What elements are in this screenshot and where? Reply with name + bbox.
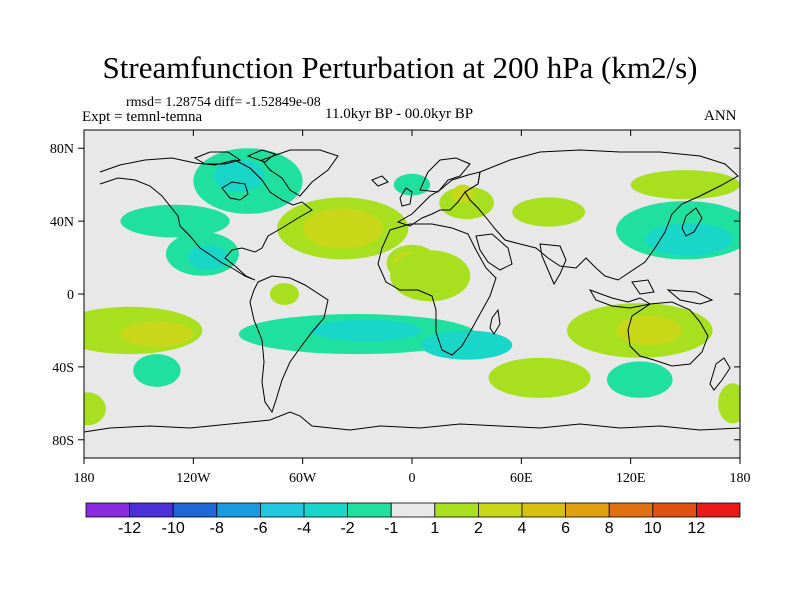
coastlines (84, 149, 740, 433)
colorbar-swatch (696, 502, 741, 518)
period-label: 11.0kyr BP - 00.0kyr BP (325, 106, 474, 122)
colorbar-swatch (259, 502, 305, 518)
colorbar-swatch (390, 502, 436, 518)
coast-madagascar (489, 308, 501, 335)
field-region (616, 315, 682, 346)
stats-label: rmsd= 1.28754 diff= -1.52849e-08 (126, 95, 321, 110)
coast-antarctica (84, 411, 740, 433)
field-region (421, 330, 513, 360)
axes: 180 120W 60W 0 60E 120E 180 80N 40N 0 40S 80S (50, 130, 751, 486)
colorbar-label: -4 (297, 520, 311, 537)
coast-australia (627, 301, 709, 367)
map-area (83, 129, 741, 459)
y-tick-label: 80S (52, 434, 74, 449)
colorbar-swatch (434, 502, 479, 518)
field-region (512, 197, 586, 227)
field-region (390, 250, 471, 302)
field-region (630, 170, 740, 200)
coast-scandinavia (419, 157, 471, 193)
experiment-label: Expt = temnl-temna (82, 109, 203, 125)
coast-hudson-bay (221, 181, 249, 201)
colorbar-swatch (652, 502, 697, 518)
colorbar-swatch (172, 502, 218, 518)
field-layer (84, 148, 740, 426)
colorbar-swatch (608, 502, 654, 518)
colorbar-label: 8 (605, 520, 614, 537)
colorbar-label: 4 (518, 520, 527, 537)
x-tick-label: 120W (176, 471, 211, 486)
colorbar-label: -10 (162, 520, 185, 537)
field-region (187, 244, 228, 271)
colorbar-swatch (216, 502, 261, 518)
colorbar-label: 2 (474, 520, 483, 537)
coast-africa (377, 223, 497, 356)
field-region (488, 357, 591, 398)
x-tick-label: 60W (289, 471, 317, 486)
colorbar-swatch (85, 502, 130, 518)
y-tick-label: 0 (67, 288, 74, 303)
coast-greenland (261, 149, 339, 197)
field-region (133, 354, 181, 387)
y-tick-label: 80N (50, 142, 74, 157)
colorbar-label: 6 (561, 520, 570, 537)
y-tick-label: 40N (50, 215, 74, 230)
coast-south-america (249, 275, 329, 414)
x-tick-label: 120E (616, 471, 646, 486)
colorbar-label: -1 (384, 520, 398, 537)
field-region (120, 321, 194, 347)
field-region (269, 283, 300, 305)
coast-british-isles (399, 187, 413, 207)
coast-new-zealand (709, 357, 731, 391)
colorbar-label: -2 (340, 520, 354, 537)
colorbar-swatch (565, 502, 610, 518)
colorbar-label: 12 (688, 520, 706, 537)
colorbar-label: 10 (644, 520, 662, 537)
coast-india (539, 243, 567, 286)
field-region (606, 361, 673, 398)
x-tick-label: 0 (409, 471, 416, 486)
field-region (213, 159, 265, 192)
x-tick-label: 180 (730, 471, 751, 486)
colorbar-swatch (521, 502, 566, 518)
season-label: ANN (704, 108, 737, 124)
colorbar-swatch (347, 502, 392, 518)
x-tick-label: 60E (510, 471, 533, 486)
field-region (84, 392, 106, 426)
field-region (120, 204, 230, 238)
x-tick-label: 180 (74, 471, 95, 486)
field-region (311, 319, 422, 342)
coast-arctic-islands (193, 149, 277, 165)
field-region (302, 208, 383, 249)
field-region (645, 222, 733, 256)
colorbar-swatch (129, 502, 174, 518)
colorbar-label: 1 (430, 520, 439, 537)
coast-arabia (475, 233, 513, 271)
coast-iceland (371, 175, 389, 187)
map-title: Streamfunction Perturbation at 200 hPa (… (102, 50, 698, 85)
colorbar-label: -12 (118, 520, 141, 537)
coast-north-america (99, 157, 313, 281)
y-tick-label: 40S (52, 361, 74, 376)
coast-asia (464, 149, 739, 281)
colorbar-swatch (303, 502, 348, 518)
colorbar-swatch (477, 502, 523, 518)
colorbar-label: -6 (253, 520, 267, 537)
colorbar-label: -8 (210, 520, 224, 537)
colorbar: -12 -10 -8 -6 -4 -2 -1 1 2 4 6 8 10 12 (85, 502, 741, 537)
coast-japan (681, 207, 703, 237)
field-region (718, 383, 740, 424)
